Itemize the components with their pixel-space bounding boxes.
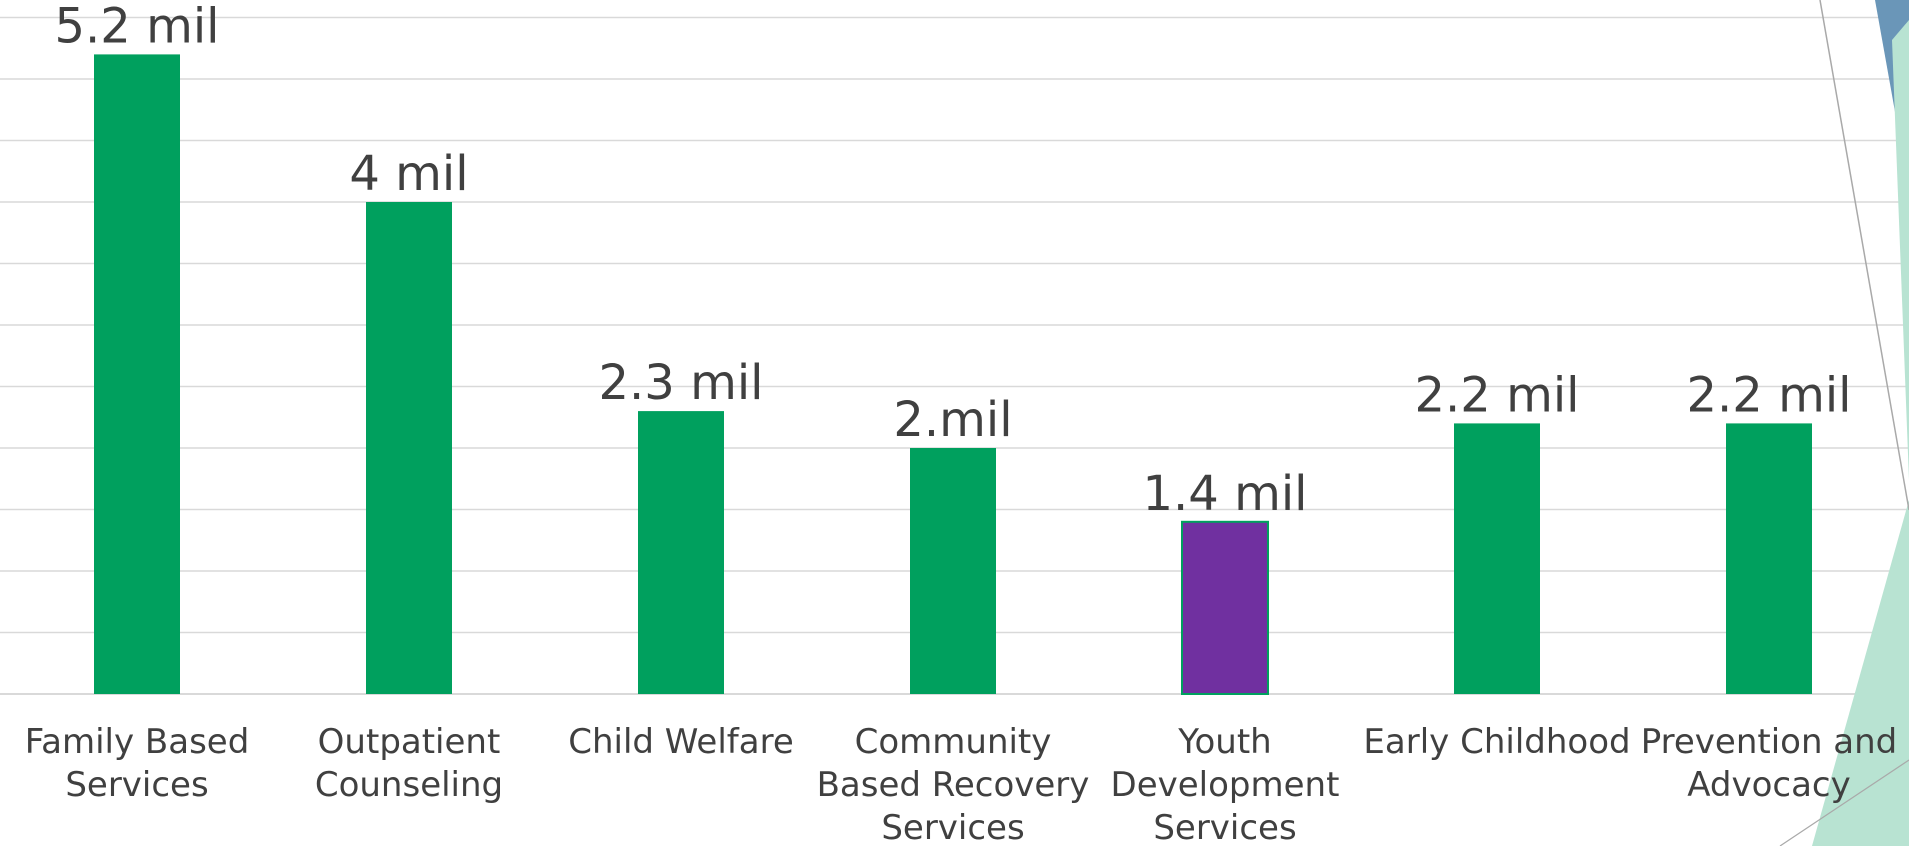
category-label: Child Welfare xyxy=(568,722,794,762)
data-label: 2.3 mil xyxy=(598,355,763,411)
data-label: 4 mil xyxy=(349,146,468,202)
decor-diagonal-line xyxy=(1779,759,1909,847)
category-labels: Family BasedServicesOutpatientCounseling… xyxy=(25,722,1898,848)
category-label: Community xyxy=(855,722,1052,762)
decor-green-triangle xyxy=(1812,500,1909,846)
category-label: Based Recovery xyxy=(817,765,1090,805)
category-label: Advocacy xyxy=(1687,765,1851,805)
data-label: 2.2 mil xyxy=(1686,367,1851,423)
data-label: 2.mil xyxy=(893,392,1012,448)
category-label: Youth xyxy=(1177,722,1271,762)
bar xyxy=(910,448,996,694)
category-label: Development xyxy=(1111,765,1340,805)
category-label: Services xyxy=(65,765,208,805)
category-label: Early Childhood xyxy=(1363,722,1630,762)
data-label: 5.2 mil xyxy=(54,0,219,54)
decor-diagonal-line xyxy=(1819,0,1909,511)
category-label: Family Based xyxy=(25,722,250,762)
category-label: Prevention and xyxy=(1641,722,1898,762)
category-label: Services xyxy=(881,808,1024,846)
bar xyxy=(638,411,724,694)
decor-green-sliver xyxy=(1892,20,1909,480)
bar xyxy=(1454,423,1540,694)
category-label: Counseling xyxy=(315,765,503,805)
data-label: 1.4 mil xyxy=(1142,466,1307,522)
data-label: 2.2 mil xyxy=(1414,367,1579,423)
bar xyxy=(1726,423,1812,694)
category-label: Services xyxy=(1153,808,1296,846)
bar xyxy=(94,54,180,694)
slide-decoration xyxy=(1779,0,1909,847)
bar xyxy=(366,202,452,694)
category-label: Outpatient xyxy=(318,722,501,762)
data-labels: 5.2 mil 4 mil 2.3 mil 2.mil 1.4 mil 2.2 mil 2.… xyxy=(54,0,1851,522)
bars xyxy=(94,54,1812,695)
gridlines xyxy=(0,16,1909,695)
bar xyxy=(1181,520,1269,695)
